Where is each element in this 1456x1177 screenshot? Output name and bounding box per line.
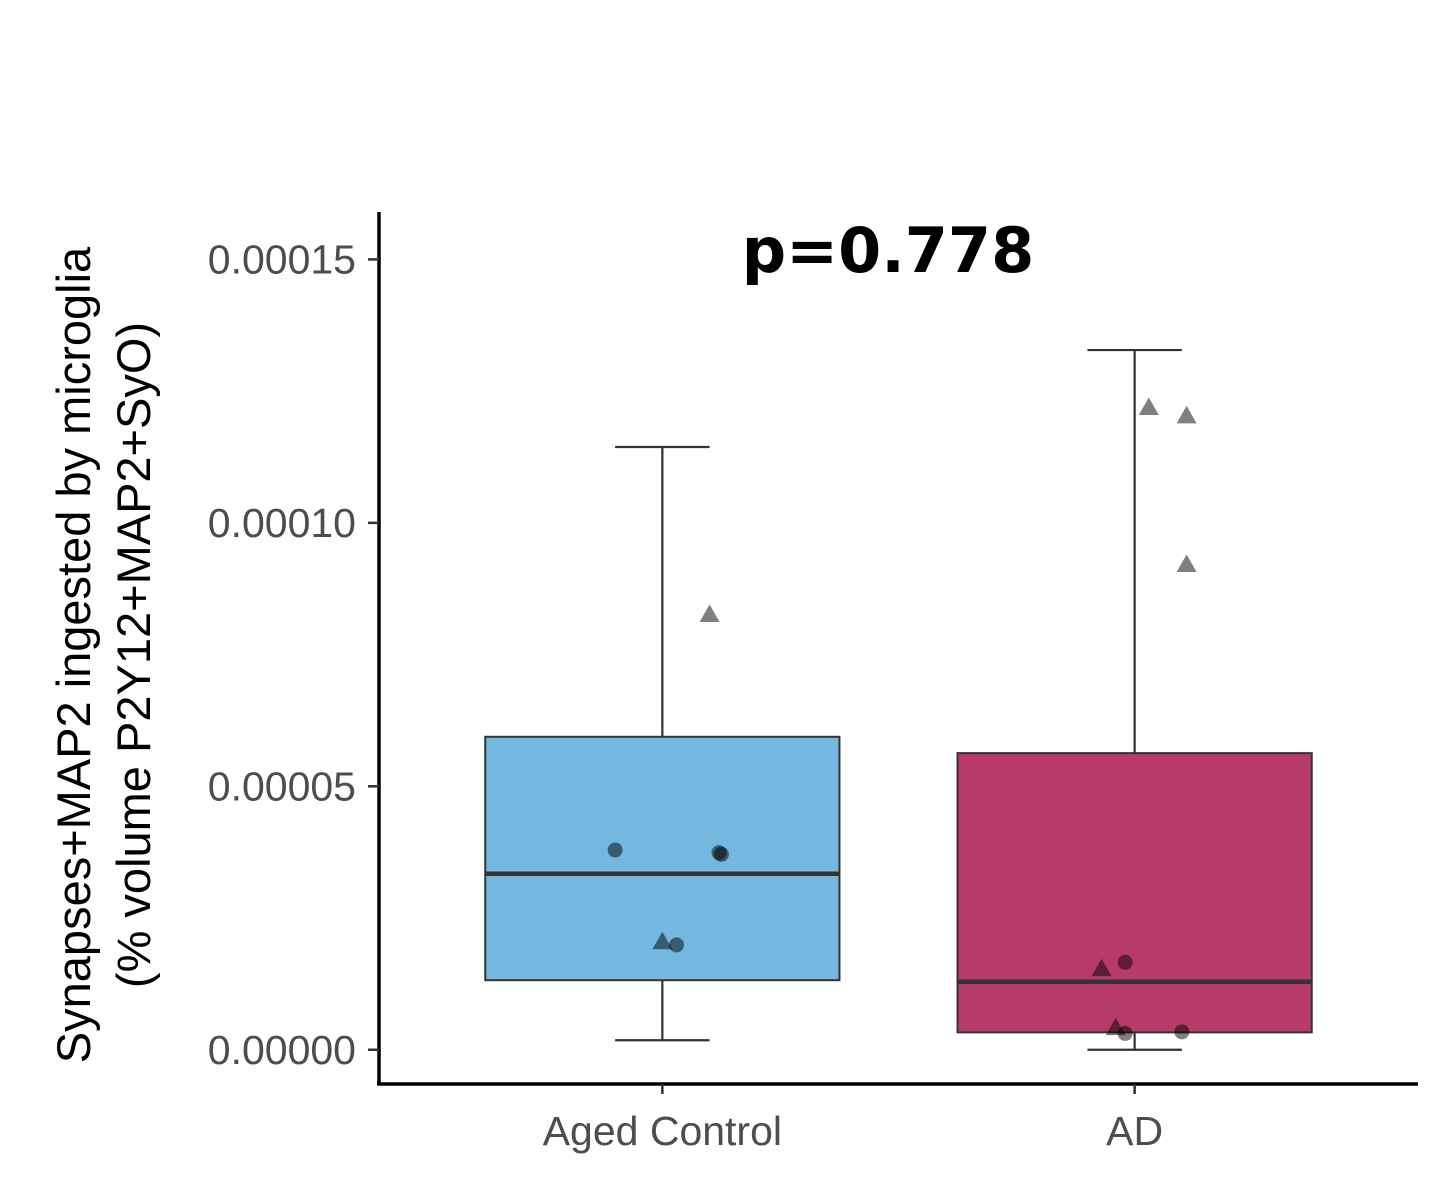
y-axis-title-line-1: Synapses+MAP2 ingested by microglia [47, 246, 100, 1063]
box-body [956, 752, 1313, 1034]
y-tick-label: 0.00000 [208, 1027, 356, 1073]
data-point-circle [1117, 1025, 1133, 1041]
data-point-circle [1174, 1024, 1190, 1040]
x-tick-label-aged-control: Aged Control [543, 1108, 782, 1154]
data-point-triangle [1091, 958, 1112, 977]
data-point-circle [1117, 954, 1133, 970]
data-point-triangle [1138, 397, 1159, 415]
y-tick-label: 0.00015 [208, 236, 356, 282]
data-point-triangle [652, 931, 673, 950]
data-point-triangle [1176, 405, 1197, 424]
y-axis-title-line-2: (% volume P2Y12+MAP2+SyO) [107, 322, 160, 988]
data-point-triangle [1176, 554, 1197, 572]
x-tick-label-ad: AD [1106, 1108, 1163, 1154]
data-point-triangle [699, 604, 720, 623]
y-axis-title: Synapses+MAP2 ingested by microglia (% v… [47, 246, 160, 1063]
box-aged-control [484, 445, 841, 1042]
data-point-circle [607, 842, 623, 858]
data-point-circle [713, 846, 729, 862]
y-tick-label: 0.00010 [208, 500, 356, 546]
axes: Aged Control AD 0.00000 0.00005 0.00010 0.000… [208, 236, 1163, 1154]
plot-area [484, 348, 1313, 1051]
box-ad [956, 348, 1313, 1051]
y-tick-label: 0.00005 [208, 763, 356, 809]
p-value-annotation: p=0.778 [742, 214, 1034, 287]
data-point-circle [669, 937, 685, 953]
